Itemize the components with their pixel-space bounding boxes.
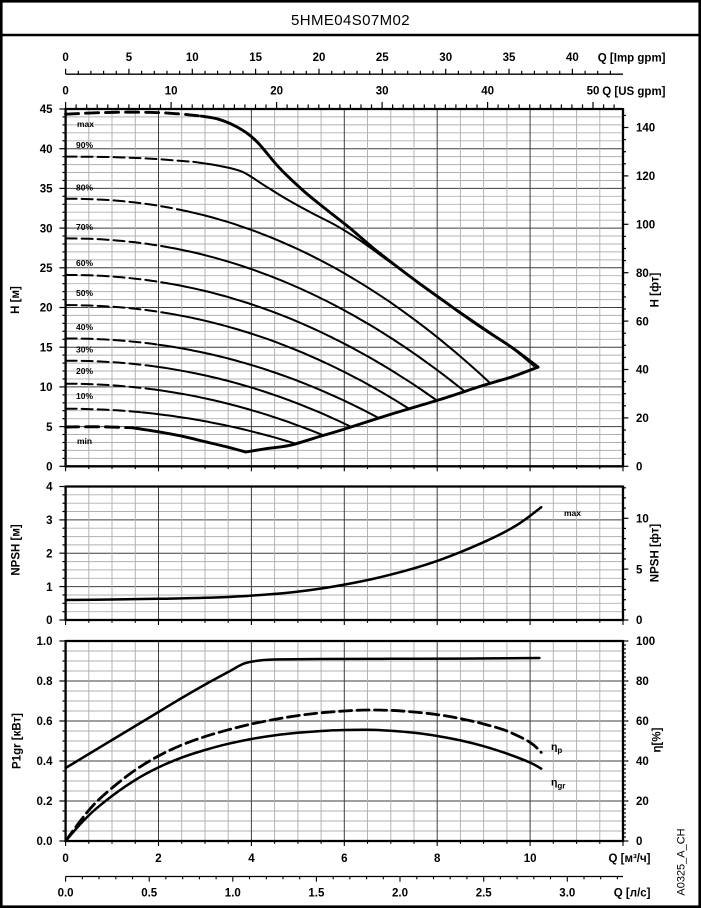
svg-text:8: 8 bbox=[434, 853, 441, 865]
svg-text:20%: 20% bbox=[76, 366, 93, 376]
svg-text:0.0: 0.0 bbox=[58, 888, 74, 900]
svg-text:60: 60 bbox=[636, 316, 649, 328]
svg-text:4: 4 bbox=[248, 853, 255, 865]
svg-text:NPSH [м]: NPSH [м] bbox=[11, 524, 23, 575]
svg-text:20: 20 bbox=[270, 86, 283, 98]
svg-text:6: 6 bbox=[341, 853, 347, 865]
svg-text:2.0: 2.0 bbox=[392, 888, 408, 900]
svg-text:0: 0 bbox=[62, 853, 68, 865]
svg-text:1.0: 1.0 bbox=[225, 888, 241, 900]
svg-text:η[%]: η[%] bbox=[652, 727, 664, 752]
svg-text:3.0: 3.0 bbox=[559, 888, 575, 900]
svg-text:3: 3 bbox=[46, 515, 52, 527]
svg-text:5HME04S07M02: 5HME04S07M02 bbox=[291, 12, 410, 29]
svg-text:0.6: 0.6 bbox=[37, 716, 53, 728]
svg-text:0: 0 bbox=[636, 462, 642, 474]
svg-text:15: 15 bbox=[249, 52, 262, 64]
svg-text:10: 10 bbox=[165, 86, 178, 98]
svg-text:10: 10 bbox=[636, 514, 649, 526]
svg-text:1.5: 1.5 bbox=[308, 888, 325, 900]
svg-text:140: 140 bbox=[636, 123, 655, 135]
svg-text:P1gr [кВт]: P1gr [кВт] bbox=[12, 713, 24, 769]
svg-text:0: 0 bbox=[636, 615, 642, 627]
svg-text:5: 5 bbox=[126, 52, 133, 64]
svg-text:80: 80 bbox=[636, 268, 649, 280]
svg-text:0: 0 bbox=[62, 86, 68, 98]
svg-text:10: 10 bbox=[524, 853, 537, 865]
svg-text:2: 2 bbox=[46, 549, 52, 561]
svg-text:5: 5 bbox=[636, 564, 643, 576]
svg-text:80: 80 bbox=[636, 676, 649, 688]
svg-text:2.5: 2.5 bbox=[476, 888, 493, 900]
svg-text:20: 20 bbox=[636, 796, 649, 808]
svg-text:70%: 70% bbox=[76, 222, 93, 232]
svg-text:0.8: 0.8 bbox=[37, 676, 54, 688]
svg-text:1: 1 bbox=[46, 582, 53, 594]
svg-text:0.5: 0.5 bbox=[141, 888, 158, 900]
svg-text:H [м]: H [м] bbox=[10, 286, 22, 314]
svg-text:ηp: ηp bbox=[551, 741, 562, 755]
svg-text:4: 4 bbox=[46, 482, 53, 494]
svg-text:1.0: 1.0 bbox=[37, 636, 53, 648]
svg-text:0.0: 0.0 bbox=[37, 836, 53, 848]
svg-text:5: 5 bbox=[46, 422, 53, 434]
svg-text:30%: 30% bbox=[76, 345, 93, 355]
svg-text:10: 10 bbox=[40, 382, 53, 394]
svg-text:100: 100 bbox=[636, 636, 655, 648]
svg-text:max: max bbox=[77, 119, 94, 129]
svg-text:40: 40 bbox=[481, 86, 494, 98]
svg-text:20: 20 bbox=[40, 303, 53, 315]
svg-text:NPSH [фт]: NPSH [фт] bbox=[650, 524, 662, 583]
svg-text:Q [м³/ч]: Q [м³/ч] bbox=[608, 853, 650, 865]
svg-text:40%: 40% bbox=[76, 322, 93, 332]
svg-text:35: 35 bbox=[40, 184, 53, 196]
svg-text:20: 20 bbox=[313, 52, 326, 64]
svg-text:50%: 50% bbox=[76, 288, 93, 298]
svg-text:0: 0 bbox=[62, 52, 68, 64]
svg-text:0: 0 bbox=[46, 462, 52, 474]
svg-text:max: max bbox=[564, 508, 581, 518]
svg-text:min: min bbox=[77, 436, 92, 446]
svg-text:45: 45 bbox=[40, 104, 53, 116]
svg-text:Q [Imp gpm]: Q [Imp gpm] bbox=[598, 53, 666, 65]
svg-text:40: 40 bbox=[636, 365, 649, 377]
svg-text:0: 0 bbox=[636, 836, 642, 848]
svg-text:25: 25 bbox=[40, 263, 53, 275]
svg-text:30: 30 bbox=[376, 86, 389, 98]
svg-text:80%: 80% bbox=[76, 183, 93, 193]
svg-text:10%: 10% bbox=[76, 391, 93, 401]
svg-text:60: 60 bbox=[636, 716, 649, 728]
svg-text:25: 25 bbox=[376, 52, 389, 64]
svg-text:Q [л/с]: Q [л/с] bbox=[614, 888, 651, 900]
svg-text:30: 30 bbox=[40, 223, 53, 235]
svg-text:100: 100 bbox=[636, 220, 655, 232]
svg-text:120: 120 bbox=[636, 171, 655, 183]
svg-text:40: 40 bbox=[40, 144, 53, 156]
svg-text:0.4: 0.4 bbox=[37, 756, 54, 768]
svg-text:30: 30 bbox=[439, 52, 452, 64]
svg-text:40: 40 bbox=[566, 52, 579, 64]
svg-text:50: 50 bbox=[587, 86, 600, 98]
svg-text:60%: 60% bbox=[76, 258, 93, 268]
svg-text:2: 2 bbox=[155, 853, 161, 865]
svg-text:0: 0 bbox=[46, 615, 52, 627]
svg-text:15: 15 bbox=[40, 342, 53, 354]
svg-text:A0325_A_CH: A0325_A_CH bbox=[676, 828, 688, 895]
svg-text:35: 35 bbox=[503, 52, 516, 64]
svg-text:40: 40 bbox=[636, 756, 649, 768]
svg-text:0.2: 0.2 bbox=[37, 796, 53, 808]
svg-text:90%: 90% bbox=[76, 140, 93, 150]
svg-text:H [фт]: H [фт] bbox=[650, 272, 662, 307]
svg-text:10: 10 bbox=[186, 52, 199, 64]
svg-text:20: 20 bbox=[636, 413, 649, 425]
svg-text:Q [US gpm]: Q [US gpm] bbox=[602, 86, 665, 98]
